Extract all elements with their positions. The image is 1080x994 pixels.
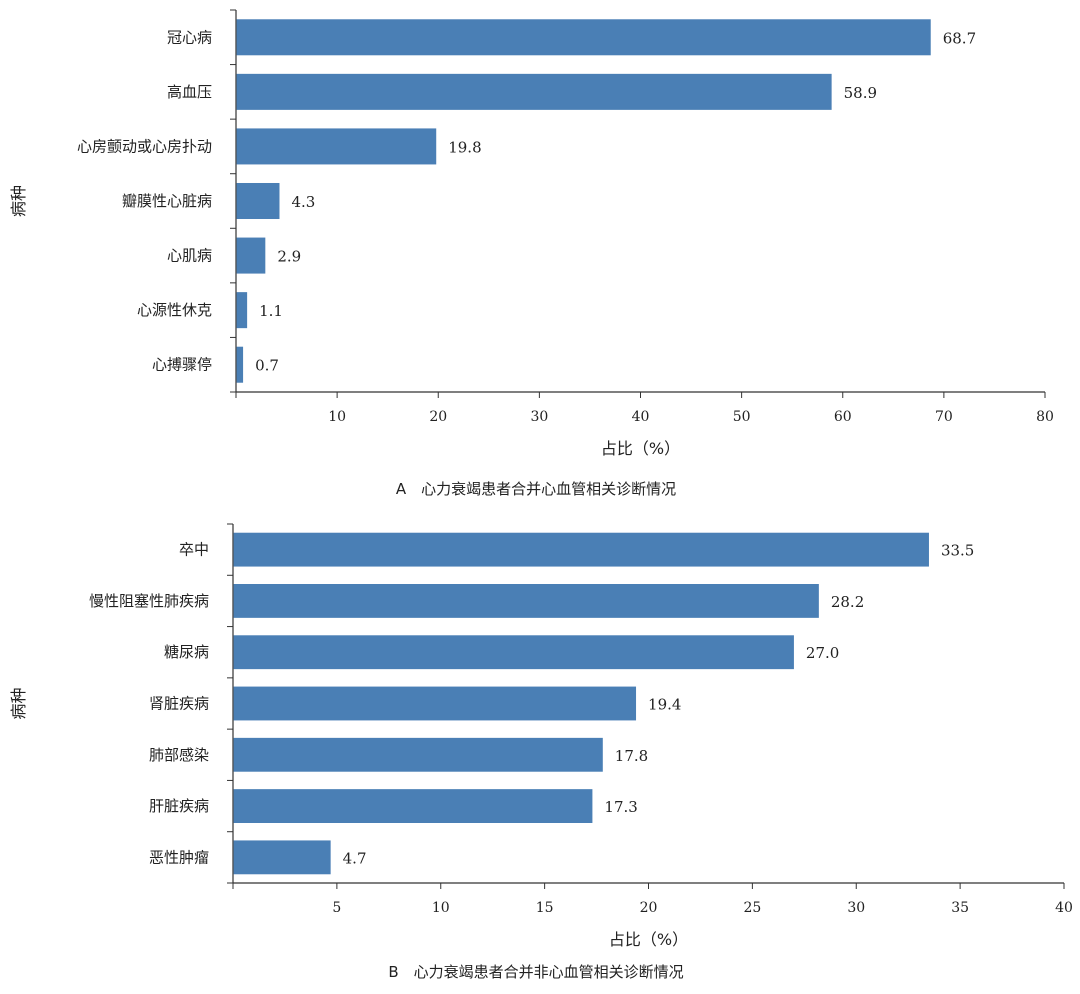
panel-a-bar <box>236 19 931 56</box>
panel-a-x-tick-label: 60 <box>834 409 852 425</box>
panel-a-bar <box>236 292 248 329</box>
panel-b-bar <box>233 840 331 875</box>
panel-b-y-axis-title: 病种 <box>9 687 28 719</box>
panel-a-x-tick-label: 80 <box>1036 409 1054 425</box>
panel-a-bar <box>236 182 280 220</box>
panel-b-bar <box>233 686 637 721</box>
panel-b-value-label: 27.0 <box>806 644 839 662</box>
panel-b-x-tick-label: 15 <box>536 900 554 916</box>
panel-a-y-axis-title: 病种 <box>9 185 28 217</box>
panel-b-x-tick-label: 40 <box>1055 900 1073 916</box>
panel-a-category-label: 高血压 <box>167 83 212 101</box>
panel-a-x-tick-label: 20 <box>429 409 447 425</box>
panel-b-bar <box>233 532 929 567</box>
panel-a-value-label: 58.9 <box>844 84 877 102</box>
panel-b-bar <box>233 789 593 823</box>
panel-b-category-label: 肝脏疾病 <box>149 797 209 815</box>
panel-b-bar <box>233 635 794 670</box>
panel-a-value-label: 68.7 <box>943 29 976 47</box>
panel-a-value-label: 4.3 <box>291 193 315 211</box>
panel-a-value-label: 19.8 <box>448 138 481 156</box>
panel-b-value-label: 28.2 <box>831 593 864 611</box>
panel-a-bar <box>236 237 266 274</box>
panel-a-x-tick-label: 30 <box>530 409 548 425</box>
panel-b-value-label: 33.5 <box>941 542 974 560</box>
panel-b-x-tick-label: 25 <box>743 900 761 916</box>
panel-a-value-label: 2.9 <box>277 248 301 266</box>
panel-b-category-label: 糖尿病 <box>164 643 209 661</box>
panel-a-x-axis-title: 占比（%） <box>601 439 680 458</box>
panel-b-x-tick-label: 20 <box>640 900 658 916</box>
panel-b-value-label: 17.8 <box>615 747 648 765</box>
panel-a-bar <box>236 346 244 383</box>
panel-b-x-tick-label: 5 <box>332 900 341 916</box>
panel-b-category-label: 慢性阻塞性肺疾病 <box>89 592 209 610</box>
panel-a-category-label: 心源性休克 <box>137 301 212 319</box>
panel-b-bar <box>233 584 819 618</box>
panel-b-value-label: 19.4 <box>648 696 681 714</box>
panel-a-caption: A 心力衰竭患者合并心血管相关诊断情况 <box>396 480 676 498</box>
panel-a-bar <box>236 73 832 110</box>
panel-a-bar <box>236 128 437 165</box>
panel-b-value-label: 4.7 <box>343 849 367 867</box>
panel-a-value-label: 1.1 <box>259 302 283 320</box>
panel-b-value-label: 17.3 <box>604 798 637 816</box>
panel-b-category-label: 肾脏疾病 <box>149 695 209 713</box>
panel-b-x-axis-title: 占比（%） <box>609 930 688 949</box>
panel-a-x-tick-label: 10 <box>328 409 346 425</box>
panel-a-category-label: 瓣膜性心脏病 <box>122 192 212 210</box>
panel-b-bar <box>233 737 603 772</box>
panel-b-x-tick-label: 10 <box>432 900 450 916</box>
panel-b-x-tick-label: 30 <box>847 900 865 916</box>
panel-a-category-label: 心房颤动或心房扑动 <box>77 137 212 155</box>
panel-b-category-label: 恶性肿瘤 <box>149 848 209 866</box>
panel-a-category-label: 心搏骤停 <box>152 356 212 374</box>
panel-a-category-label: 心肌病 <box>167 247 212 265</box>
panel-a-x-tick-label: 50 <box>733 409 751 425</box>
panel-a-x-tick-label: 40 <box>632 409 650 425</box>
panel-b-x-tick-label: 35 <box>951 900 969 916</box>
panel-b-category-label: 肺部感染 <box>149 746 209 764</box>
panel-a-category-label: 冠心病 <box>167 28 212 46</box>
panel-b-caption: B 心力衰竭患者合并非心血管相关诊断情况 <box>388 963 683 981</box>
panel-a-value-label: 0.7 <box>255 357 279 375</box>
panel-b-category-label: 卒中 <box>179 541 209 559</box>
panel-a-x-tick-label: 70 <box>935 409 953 425</box>
